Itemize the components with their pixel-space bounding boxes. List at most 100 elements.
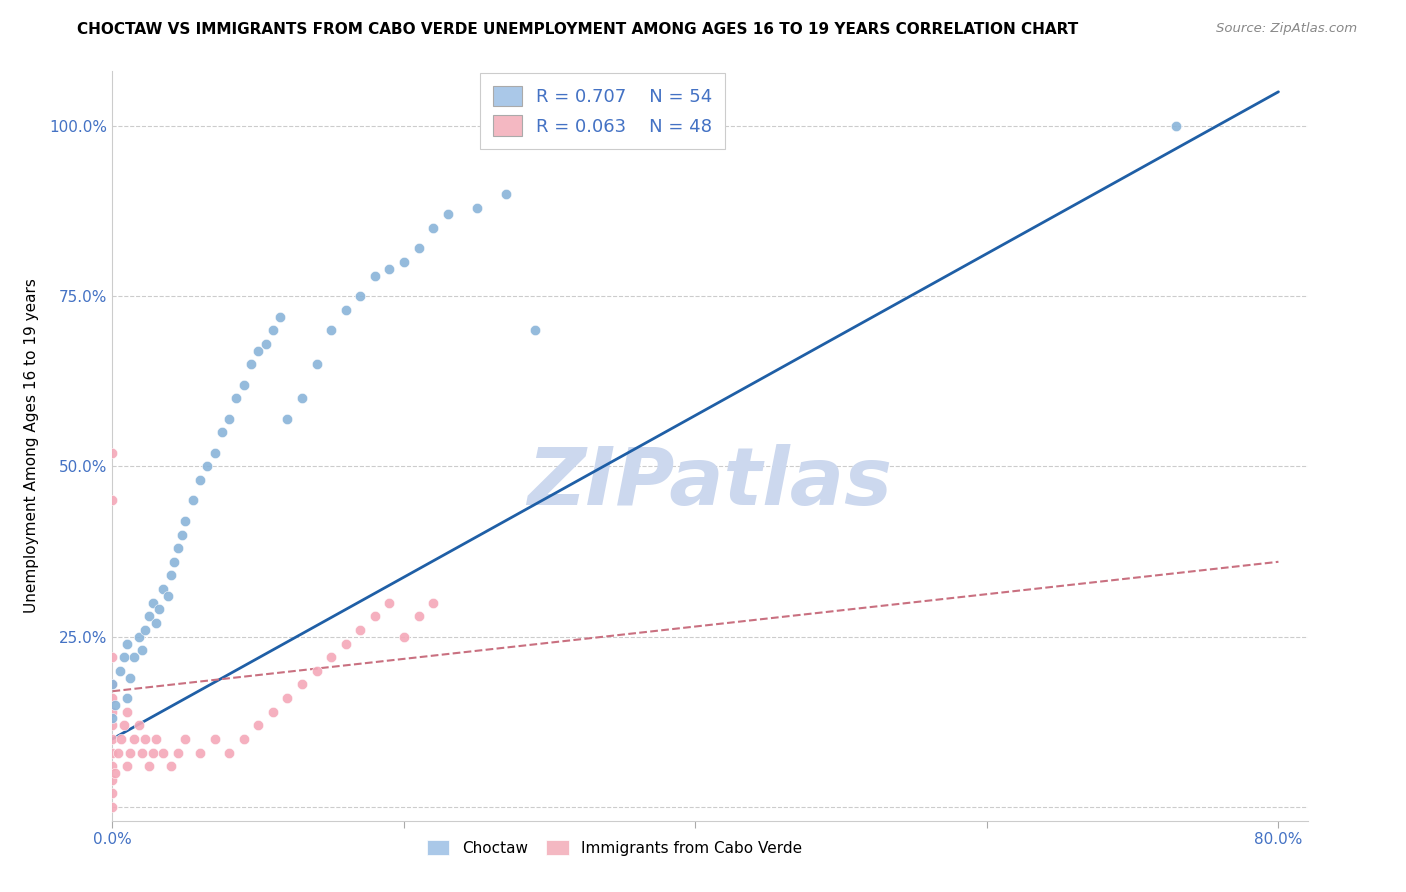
Point [115, 691, 138, 706]
Point [101, 731, 124, 746]
Point [582, 119, 605, 133]
Point [232, 377, 254, 392]
Point [305, 664, 328, 678]
Point [174, 731, 197, 746]
Point [319, 323, 342, 337]
Point [124, 731, 146, 746]
Point [159, 759, 181, 773]
Point [124, 650, 146, 665]
Point [156, 589, 179, 603]
Point [101, 746, 124, 760]
Point [101, 677, 124, 691]
Point [276, 691, 298, 706]
Point [276, 411, 298, 425]
Point [142, 746, 165, 760]
Text: ZIPatlas: ZIPatlas [527, 444, 893, 523]
Point [104, 766, 127, 780]
Point [269, 310, 291, 324]
Point [101, 786, 124, 800]
Point [131, 643, 153, 657]
Point [159, 568, 181, 582]
Point [118, 671, 141, 685]
Point [218, 746, 240, 760]
Point [195, 459, 218, 474]
Point [134, 623, 156, 637]
Point [232, 731, 254, 746]
Point [101, 800, 124, 814]
Point [436, 207, 458, 221]
Point [335, 302, 357, 317]
Point [509, 119, 531, 133]
Point [364, 268, 387, 283]
Point [218, 411, 240, 425]
Point [101, 711, 124, 725]
Point [152, 746, 174, 760]
Point [349, 623, 371, 637]
Point [138, 609, 160, 624]
Point [115, 759, 138, 773]
Point [101, 650, 124, 665]
Point [174, 514, 197, 528]
Point [107, 746, 129, 760]
Point [247, 718, 270, 732]
Point [101, 759, 124, 773]
Point [131, 746, 153, 760]
Point [167, 541, 190, 556]
Point [104, 698, 127, 712]
Point [145, 616, 167, 631]
Point [378, 596, 401, 610]
Point [181, 493, 204, 508]
Point [204, 446, 226, 460]
Point [188, 473, 211, 487]
Point [128, 630, 150, 644]
Y-axis label: Unemployment Among Ages 16 to 19 years: Unemployment Among Ages 16 to 19 years [24, 278, 38, 614]
Point [134, 731, 156, 746]
Point [112, 718, 135, 732]
Point [110, 731, 132, 746]
Point [145, 731, 167, 746]
Point [305, 357, 328, 371]
Point [392, 630, 415, 644]
Point [254, 336, 277, 351]
Point [172, 527, 194, 541]
Point [408, 609, 430, 624]
Point [204, 731, 226, 746]
Point [188, 746, 211, 760]
Point [364, 609, 387, 624]
Point [142, 596, 165, 610]
Point [167, 746, 190, 760]
Point [225, 392, 247, 406]
Point [392, 255, 415, 269]
Point [422, 596, 444, 610]
Point [148, 602, 170, 616]
Point [101, 493, 124, 508]
Legend: Choctaw, Immigrants from Cabo Verde: Choctaw, Immigrants from Cabo Verde [420, 833, 808, 862]
Point [118, 746, 141, 760]
Point [115, 636, 138, 650]
Point [291, 392, 314, 406]
Point [262, 705, 284, 719]
Point [349, 289, 371, 303]
Point [101, 705, 124, 719]
Point [291, 677, 314, 691]
Point [211, 425, 233, 440]
Point [101, 718, 124, 732]
Point [101, 677, 124, 691]
Point [128, 718, 150, 732]
Point [247, 343, 270, 358]
Point [101, 772, 124, 787]
Point [262, 323, 284, 337]
Point [465, 201, 488, 215]
Point [524, 323, 547, 337]
Text: CHOCTAW VS IMMIGRANTS FROM CABO VERDE UNEMPLOYMENT AMONG AGES 16 TO 19 YEARS COR: CHOCTAW VS IMMIGRANTS FROM CABO VERDE UN… [77, 22, 1078, 37]
Point [163, 555, 186, 569]
Text: Source: ZipAtlas.com: Source: ZipAtlas.com [1216, 22, 1357, 36]
Point [115, 705, 138, 719]
Point [152, 582, 174, 596]
Point [108, 664, 131, 678]
Point [335, 636, 357, 650]
Point [101, 446, 124, 460]
Point [319, 650, 342, 665]
Point [495, 186, 517, 201]
Point [1166, 119, 1188, 133]
